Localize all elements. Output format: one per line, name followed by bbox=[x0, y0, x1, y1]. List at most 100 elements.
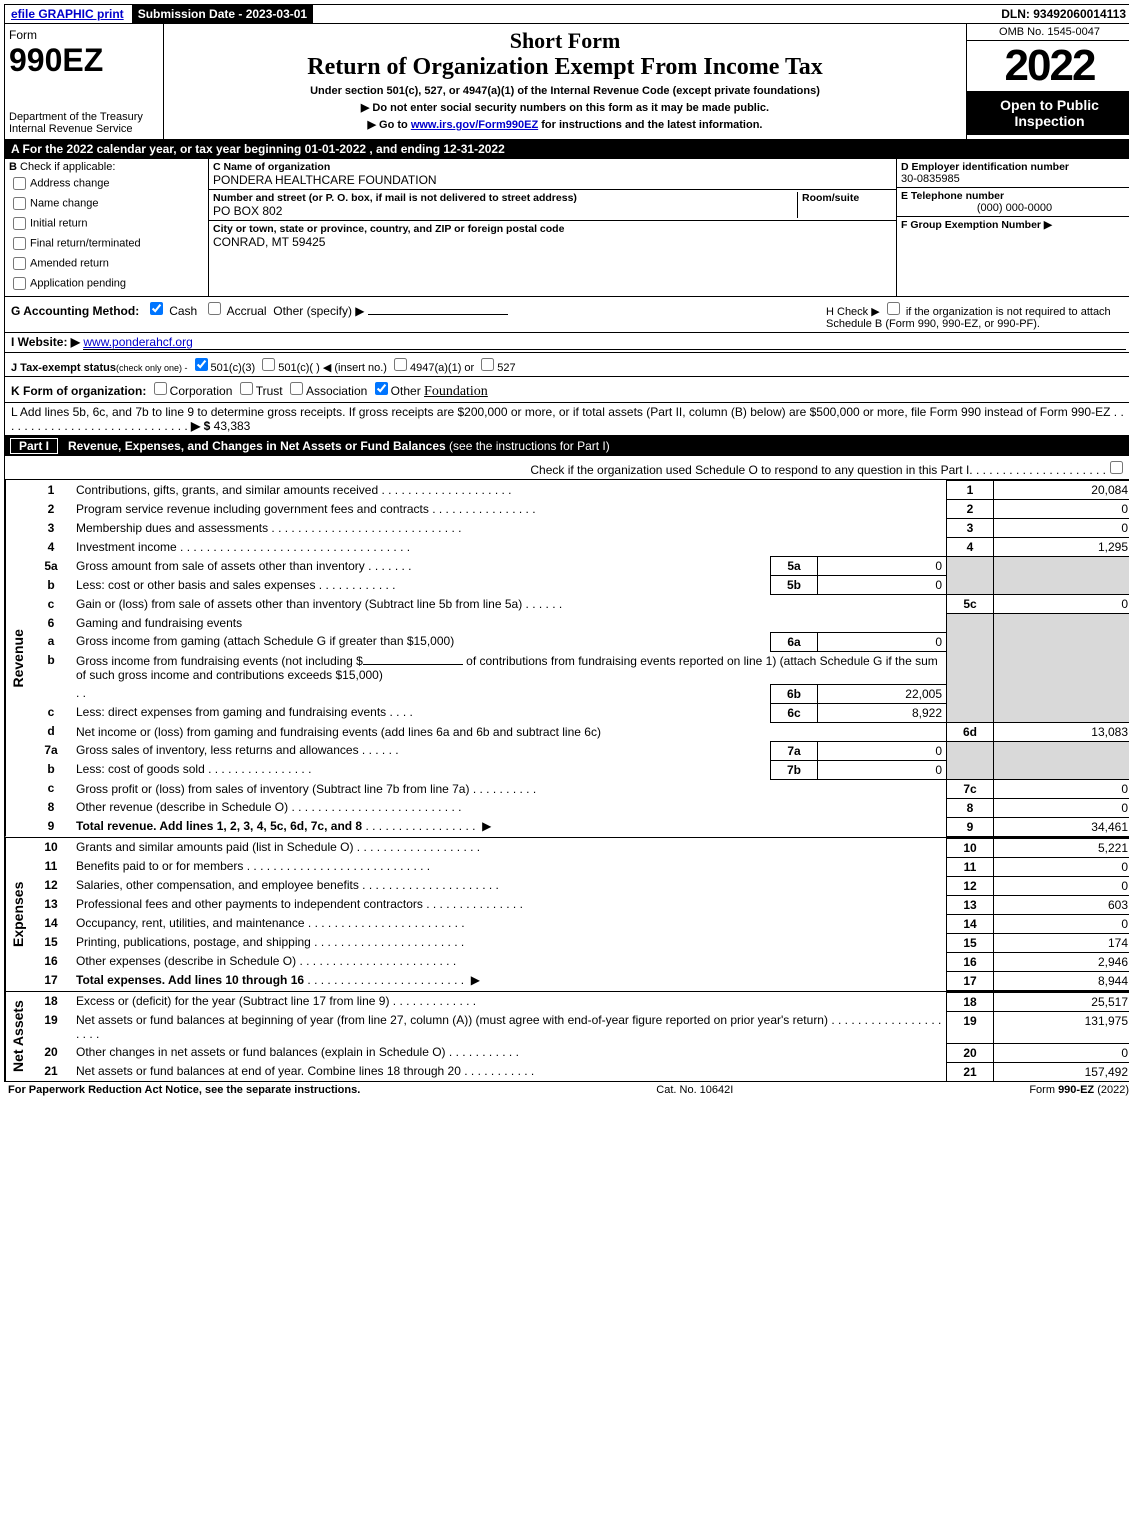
line-rt-lbl: 12 bbox=[947, 876, 994, 895]
line-2-value: 0 bbox=[994, 500, 1129, 519]
line-desc: Less: direct expenses from gaming and fu… bbox=[76, 705, 386, 719]
fundraising-not-including-input[interactable] bbox=[363, 664, 463, 665]
line-rt-lbl: 3 bbox=[947, 519, 994, 538]
line-desc: Total revenue. Add lines 1, 2, 3, 4, 5c,… bbox=[76, 819, 362, 833]
line-no: 1 bbox=[30, 481, 72, 500]
line-5b-value: 0 bbox=[818, 576, 947, 595]
line-9-value: 34,461 bbox=[994, 817, 1129, 836]
line-desc: Grants and similar amounts paid (list in… bbox=[76, 840, 353, 854]
line-rt-lbl: 4 bbox=[947, 538, 994, 557]
line-no: 12 bbox=[30, 876, 72, 895]
line-rt-lbl: 5c bbox=[947, 595, 994, 614]
line-desc: Gross amount from sale of assets other t… bbox=[76, 559, 365, 573]
chk-schedule-o-part-i[interactable] bbox=[1110, 461, 1123, 474]
line-desc: Other revenue (describe in Schedule O) bbox=[76, 800, 288, 814]
tax-exempt-label: J Tax-exempt status bbox=[11, 362, 116, 374]
footer-form-year: (2022) bbox=[1094, 1084, 1129, 1096]
line-no: c bbox=[30, 779, 72, 798]
line-no: 6 bbox=[30, 614, 72, 633]
line-rt-lbl: 21 bbox=[947, 1062, 994, 1081]
line-no: b bbox=[30, 576, 72, 595]
other-org-value: Foundation bbox=[424, 384, 488, 400]
chk-association[interactable] bbox=[290, 382, 303, 395]
line-rt-lbl: 8 bbox=[947, 798, 994, 817]
h-check-pre: H Check ▶ bbox=[826, 306, 880, 318]
lbl-501c3: 501(c)(3) bbox=[211, 362, 256, 374]
line-desc: Printing, publications, postage, and shi… bbox=[76, 935, 311, 949]
accounting-method-label: G Accounting Method: bbox=[11, 304, 139, 318]
chk-other-org[interactable] bbox=[375, 382, 388, 395]
irs-form-link[interactable]: www.irs.gov/Form990EZ bbox=[411, 119, 538, 131]
city-label: City or town, state or province, country… bbox=[213, 223, 892, 235]
lbl-trust: Trust bbox=[256, 384, 283, 398]
line-8-value: 0 bbox=[994, 798, 1129, 817]
line-3-value: 0 bbox=[994, 519, 1129, 538]
footer-form-pre: Form bbox=[1029, 1084, 1058, 1096]
sub-lbl: 5a bbox=[771, 557, 818, 576]
line-10-value: 5,221 bbox=[994, 838, 1129, 857]
line-5a-value: 0 bbox=[818, 557, 947, 576]
line-desc: Gross profit or (loss) from sales of inv… bbox=[76, 782, 469, 796]
chk-initial-return[interactable] bbox=[13, 217, 26, 230]
chk-amended-return[interactable] bbox=[13, 257, 26, 270]
chk-address-change[interactable] bbox=[13, 177, 26, 190]
line-6c-value: 8,922 bbox=[818, 703, 947, 722]
website-link[interactable]: www.ponderahcf.org bbox=[83, 335, 1126, 350]
row-l-gross-receipts: L Add lines 5b, 6c, and 7b to line 9 to … bbox=[4, 403, 1129, 436]
chk-final-return[interactable] bbox=[13, 237, 26, 250]
lbl-address-change: Address change bbox=[30, 177, 110, 189]
part-i-label: Part I bbox=[10, 438, 58, 454]
title-main: Return of Organization Exempt From Incom… bbox=[172, 54, 958, 81]
line-no: 11 bbox=[30, 857, 72, 876]
line-no: c bbox=[30, 595, 72, 614]
sub-lbl: 6a bbox=[771, 632, 818, 651]
line-desc: Net assets or fund balances at end of ye… bbox=[76, 1064, 461, 1078]
line-1-value: 20,084 bbox=[994, 481, 1129, 500]
line-desc: Gross income from gaming (attach Schedul… bbox=[76, 634, 454, 648]
line-no: 17 bbox=[30, 971, 72, 990]
line-desc: Benefits paid to or for members bbox=[76, 859, 243, 873]
chk-name-change[interactable] bbox=[13, 197, 26, 210]
lbl-accrual: Accrual bbox=[227, 304, 267, 318]
tax-year: 2022 bbox=[967, 41, 1129, 91]
expenses-section: Expenses 10Grants and similar amounts pa… bbox=[4, 838, 1129, 992]
line-rt-lbl: 1 bbox=[947, 481, 994, 500]
chk-501c3[interactable] bbox=[195, 358, 208, 371]
chk-schedule-b-not-required[interactable] bbox=[887, 302, 900, 315]
line-rt-lbl: 15 bbox=[947, 933, 994, 952]
part-i-title: Revenue, Expenses, and Changes in Net As… bbox=[68, 439, 446, 453]
line-rt-lbl: 19 bbox=[947, 1011, 994, 1043]
efile-print-link[interactable]: efile GRAPHIC print bbox=[11, 7, 124, 21]
chk-trust[interactable] bbox=[240, 382, 253, 395]
line-12-value: 0 bbox=[994, 876, 1129, 895]
entity-block: B Check if applicable: Address change Na… bbox=[4, 159, 1129, 297]
line-desc: Contributions, gifts, grants, and simila… bbox=[76, 483, 378, 497]
chk-527[interactable] bbox=[481, 358, 494, 371]
chk-4947[interactable] bbox=[394, 358, 407, 371]
city-state-zip: CONRAD, MT 59425 bbox=[213, 235, 892, 249]
line-21-value: 157,492 bbox=[994, 1062, 1129, 1081]
line-no: 14 bbox=[30, 914, 72, 933]
chk-corporation[interactable] bbox=[154, 382, 167, 395]
lbl-application-pending: Application pending bbox=[30, 277, 126, 289]
chk-cash[interactable] bbox=[150, 302, 163, 315]
sub-lbl: 7b bbox=[771, 760, 818, 779]
lbl-amended-return: Amended return bbox=[30, 257, 109, 269]
line-6b-value: 22,005 bbox=[818, 684, 947, 703]
schedule-o-check-text: Check if the organization used Schedule … bbox=[11, 463, 969, 477]
line-7b-value: 0 bbox=[818, 760, 947, 779]
line-desc: Net income or (loss) from gaming and fun… bbox=[76, 725, 601, 739]
check-if-applicable-label: Check if applicable: bbox=[20, 161, 115, 173]
lbl-final-return: Final return/terminated bbox=[30, 237, 141, 249]
chk-501c[interactable] bbox=[262, 358, 275, 371]
line-desc: Investment income bbox=[76, 540, 177, 554]
line-no: b bbox=[30, 760, 72, 779]
line-18-value: 25,517 bbox=[994, 992, 1129, 1011]
chk-accrual[interactable] bbox=[208, 302, 221, 315]
row-a-tax-year: A For the 2022 calendar year, or tax yea… bbox=[4, 140, 1129, 159]
other-specify-input[interactable] bbox=[368, 314, 508, 315]
line-7a-value: 0 bbox=[818, 741, 947, 760]
chk-application-pending[interactable] bbox=[13, 277, 26, 290]
line-4-value: 1,295 bbox=[994, 538, 1129, 557]
line-rt-lbl: 20 bbox=[947, 1043, 994, 1062]
